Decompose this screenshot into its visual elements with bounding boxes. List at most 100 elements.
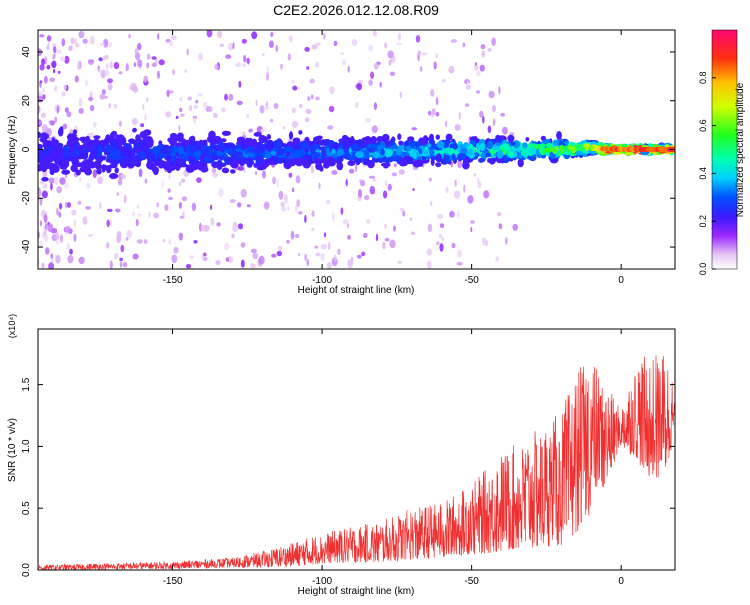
spectrogram-cell <box>436 150 445 155</box>
spectrogram-noise-blob <box>66 202 71 208</box>
spectrogram-noise-blob <box>39 240 43 248</box>
spectrogram-noise-blob <box>398 32 401 41</box>
spectrogram-cell <box>350 143 360 152</box>
spectrogram-noise-blob <box>47 223 54 233</box>
spectrogram-noise-blob <box>393 163 397 168</box>
spectrogram-cell <box>233 151 243 158</box>
spectrogram-noise-blob <box>320 252 325 262</box>
spectrogram-cell <box>419 137 428 146</box>
spectrogram-noise-blob <box>487 125 492 134</box>
spectrogram-noise-blob <box>258 255 265 265</box>
spectrogram-noise-blob <box>56 240 59 245</box>
spectrogram-noise-blob <box>224 93 228 101</box>
spectrogram-cell <box>459 143 464 149</box>
spectrogram-cell <box>525 137 530 142</box>
spectrogram-cell <box>227 147 234 156</box>
spectrogram-cell <box>370 139 376 144</box>
spectrogram-noise-blob <box>327 125 334 130</box>
spectrogram-cell <box>336 148 345 156</box>
spectrogram-noise-blob <box>275 45 279 52</box>
spectrogram-noise-blob <box>116 231 122 238</box>
spectrogram-noise-blob <box>439 243 444 252</box>
spectrogram-noise-blob <box>86 182 91 189</box>
spectrogram-cell <box>230 169 236 174</box>
spectrogram-noise-blob <box>50 253 53 259</box>
spectrogram-noise-blob <box>200 225 206 232</box>
spectrogram-noise-blob <box>55 232 60 241</box>
spectrogram-noise-blob <box>168 238 171 246</box>
spectrogram-noise-blob <box>435 111 440 117</box>
spectrogram-noise-blob <box>465 84 472 90</box>
spectrogram-cell <box>281 143 288 148</box>
spectrogram-cell <box>160 146 168 155</box>
spectrogram-noise-blob <box>169 40 174 47</box>
spectrogram-noise-blob <box>480 44 486 50</box>
spectrogram-noise-blob <box>318 182 321 190</box>
spectrogram-cell <box>436 153 442 163</box>
spectrogram-noise-blob <box>53 176 59 186</box>
spectrogram-cell <box>201 146 209 152</box>
spectrogram-noise-blob <box>426 260 432 269</box>
spectrogram-cell <box>372 151 380 159</box>
spectrogram-noise-blob <box>128 34 131 39</box>
spectrogram-noise-blob <box>479 64 485 72</box>
spectrogram-noise-blob <box>157 70 160 80</box>
spectrogram-cell <box>451 153 456 160</box>
spectrogram-noise-blob <box>88 233 94 237</box>
spectrogram-noise-blob <box>449 66 454 71</box>
colorbar-tick-label: 0.2 <box>698 215 708 228</box>
spectrogram-noise-blob <box>250 248 257 254</box>
spectrogram-noise-blob <box>132 253 139 260</box>
y-tick-label: 0.5 <box>21 501 32 515</box>
spectrogram-noise-blob <box>114 252 119 260</box>
spectrogram-noise-blob <box>320 244 327 250</box>
spectrogram-noise-blob <box>82 216 88 225</box>
spectrogram-noise-blob <box>117 178 123 186</box>
spectrogram-noise-blob <box>82 38 88 44</box>
spectrogram-cell <box>58 149 65 156</box>
y-tick-label: 0.0 <box>21 563 32 577</box>
spectrogram-cell <box>62 159 69 167</box>
spectrogram-cell <box>138 150 147 159</box>
spectrogram-cell <box>41 177 49 182</box>
spectrogram-noise-blob <box>148 211 151 218</box>
spectrogram-noise-blob <box>221 107 226 113</box>
spectrogram-noise-blob <box>101 89 106 96</box>
spectrogram-noise-blob <box>250 263 254 268</box>
spectrogram-noise-blob <box>387 50 394 59</box>
spectrogram-panel: -150 -100 -50 0 -40 -20 0 20 40 Height of straig… <box>7 29 676 296</box>
spectrogram-noise-blob <box>364 194 370 201</box>
spectrogram-cell <box>347 160 356 166</box>
spectrogram-noise-blob <box>120 173 127 180</box>
spectrogram-noise-blob <box>276 179 279 188</box>
spectrogram-noise-blob <box>323 32 326 40</box>
spectrogram-cell <box>313 152 320 159</box>
spectrogram-noise-blob <box>280 201 285 208</box>
spectrogram-noise-blob <box>69 248 73 255</box>
spectrogram-noise-blob <box>58 211 62 218</box>
spectrogram-noise-blob <box>314 245 319 249</box>
spectrogram-noise-blob <box>219 43 224 47</box>
spectrogram-noise-blob <box>287 206 290 211</box>
spectrogram-noise-blob <box>104 69 110 77</box>
spectrogram-noise-blob <box>158 59 165 66</box>
spectrogram-cell <box>545 143 553 148</box>
spectrogram-noise-blob <box>166 89 170 98</box>
spectrogram-noise-blob <box>454 179 457 187</box>
spectrogram-noise-blob <box>436 241 440 246</box>
spectrogram-noise-blob <box>172 69 175 75</box>
spectrogram-cell <box>168 137 178 146</box>
spectrogram-noise-blob <box>175 115 179 120</box>
spectrogram-noise-blob <box>255 99 258 107</box>
spectrogram-noise-blob <box>52 69 56 74</box>
spectrogram-noise-blob <box>167 188 171 193</box>
spectrogram-cell <box>90 150 97 158</box>
spectrogram-noise-blob <box>291 79 296 84</box>
spectrogram-cell <box>81 151 89 160</box>
spectrogram-noise-blob <box>131 211 136 217</box>
spectrogram-cell <box>88 161 97 169</box>
spectrogram-noise-blob <box>212 172 219 178</box>
spectrogram-noise-blob <box>458 111 461 120</box>
spectrogram-cell <box>507 134 515 142</box>
spectrogram-noise-blob <box>85 206 91 210</box>
